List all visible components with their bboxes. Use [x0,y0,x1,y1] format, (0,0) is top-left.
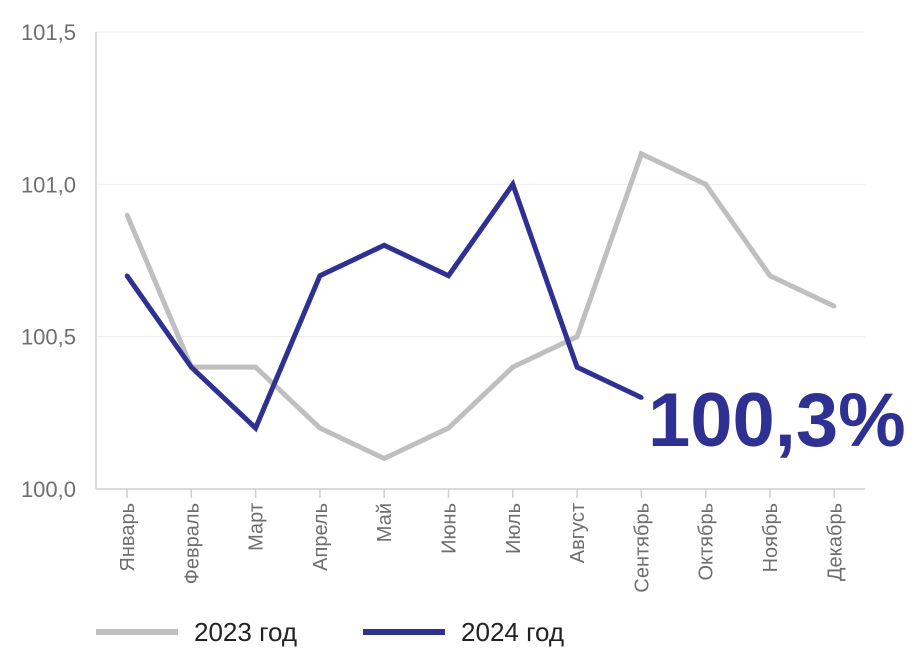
data-point [639,395,644,400]
grid-lines [96,31,865,338]
line-chart: 100,0 100,5 101,0 101,5 Январь Февраль Март Ап… [21,20,906,593]
data-point [574,334,580,339]
data-point [510,364,515,370]
y-tick-label: 100,5 [21,325,76,350]
data-point [446,273,451,278]
y-tick-label: 101,5 [21,20,76,45]
latest-value-callout: 100,3% [648,378,906,463]
data-point [382,243,387,248]
chart-legend: 2023 год 2024 год [96,612,630,652]
x-tick-label: Декабрь [824,503,846,581]
data-point [124,273,130,278]
series-line [124,178,643,433]
x-tick-label: Февраль [181,503,203,584]
axes [95,32,865,498]
legend-item-2023: 2023 год [96,617,297,648]
x-tick-label: Июнь [439,503,461,554]
legend-label-2024: 2024 год [461,616,565,647]
data-point [574,364,580,370]
legend-item-2024: 2024 год [363,617,564,648]
x-tick-label: Ноябрь [760,503,782,572]
x-tick-label: Июль [503,503,525,554]
data-point [317,425,323,431]
x-tick-labels: Январь Февраль Март Апрель Май Июнь Июль Август… [117,503,846,593]
legend-label-2023: 2023 год [194,616,298,647]
x-tick-label: Сентябрь [631,503,653,593]
data-point [510,182,515,187]
x-tick-label: Апрель [310,503,332,571]
x-tick-label: Январь [117,503,139,572]
data-point [382,456,387,461]
data-point [253,425,258,431]
data-point [189,364,194,370]
data-point [317,273,323,278]
x-tick-label: Октябрь [696,503,718,581]
series-1 [124,178,644,433]
x-tick-label: Август [567,503,589,563]
data-point [832,304,837,309]
x-tick-label: Март [246,503,268,551]
y-tick-labels: 100,0 100,5 101,0 101,5 [21,20,76,502]
data-point [124,212,130,217]
data-point [767,273,773,278]
data-point [639,151,644,157]
y-tick-label: 100,0 [21,477,76,502]
legend-swatch-2023 [96,629,178,635]
legend-swatch-2024 [363,629,446,635]
y-tick-label: 101,0 [21,172,76,197]
series-lines [124,150,837,462]
x-tick-label: Май [374,503,396,542]
data-point [446,425,451,431]
data-point [253,364,258,370]
series-line [124,150,836,462]
series-0 [124,150,837,462]
data-point [703,182,708,187]
